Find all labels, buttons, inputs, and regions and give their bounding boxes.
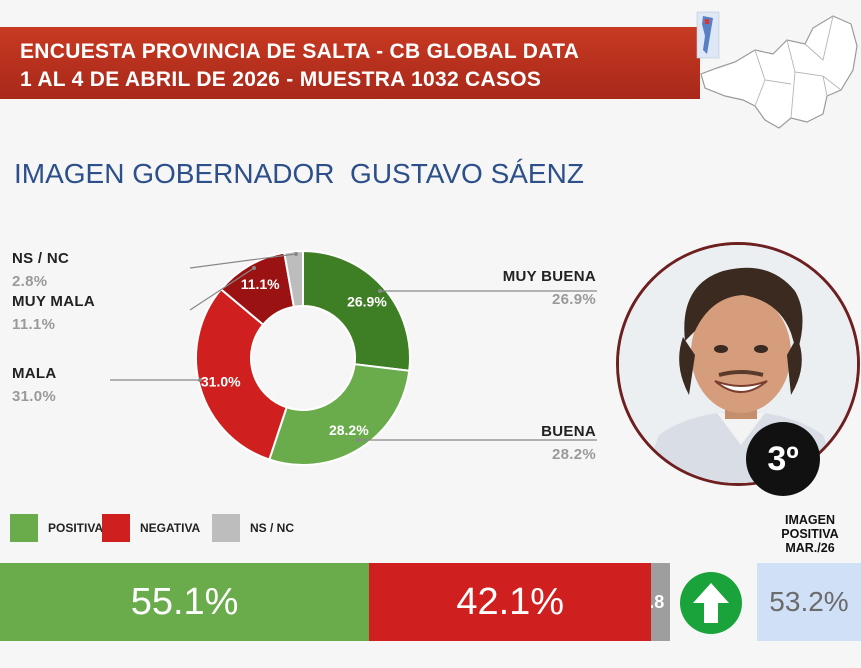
previous-label: IMAGEN POSITIVA MAR./26: [770, 513, 850, 555]
bar-negativa-label: 42.1%: [456, 580, 565, 623]
legend-negativa: NEGATIVA: [102, 514, 200, 542]
rank-badge: 3º: [746, 422, 820, 496]
leader-line: [189, 267, 255, 311]
label-nsnc: NS / NC: [12, 250, 70, 267]
value-muy-mala: 11.1%: [12, 316, 56, 333]
donut-slice-muy-buena: [302, 249, 411, 372]
legend-nsnc: NS / NC: [212, 514, 294, 542]
label-muy-buena: MUY BUENA: [502, 268, 596, 285]
leader-dot: [294, 252, 298, 256]
arrow-up-glyph: [693, 583, 729, 623]
donut-slice-mala: [195, 287, 288, 461]
legend-positiva: POSITIVA: [10, 514, 103, 542]
value-buena: 28.2%: [551, 446, 596, 463]
label-mala: MALA: [12, 365, 57, 382]
leader-line: [189, 253, 297, 269]
header-subtitle: 1 AL 4 DE ABRIL DE 2026 - MUESTRA 1032 C…: [20, 68, 542, 91]
value-muy-buena: 26.9%: [551, 291, 596, 308]
bar-positiva-label: 55.1%: [130, 580, 239, 623]
label-muy-mala: MUY MALA: [12, 293, 95, 310]
donut-slice-ns-nc: [283, 249, 304, 308]
salta-map-icon: [696, 11, 858, 129]
leader-dot: [252, 266, 256, 270]
value-mala: 31.0%: [12, 388, 57, 405]
bar-nsnc-label: 2.8: [651, 591, 665, 612]
legend-label-nsnc: NS / NC: [250, 521, 295, 535]
donut-data-label: 28.2%: [329, 422, 369, 438]
bar-positiva: 55.1%: [0, 563, 370, 641]
previous-label-line2: POSITIVA: [781, 527, 839, 541]
donut-slice-buena: [268, 363, 411, 466]
legend-swatch-nsnc: [212, 514, 240, 542]
label-buena: BUENA: [541, 423, 596, 440]
previous-value: 53.2%: [757, 563, 861, 641]
arrow-up-icon: [680, 572, 742, 634]
bar-nsnc: 2.8: [651, 563, 670, 641]
donut-data-label: 31.0%: [201, 373, 241, 389]
value-nsnc: 2.8%: [12, 273, 48, 290]
legend-label-positiva: POSITIVA: [48, 521, 104, 535]
legend-label-negativa: NEGATIVA: [140, 521, 201, 535]
legend-swatch-negativa: [102, 514, 130, 542]
bar-negativa: 42.1%: [369, 563, 652, 641]
header-banner: ENCUESTA PROVINCIA DE SALTA - CB GLOBAL …: [0, 27, 700, 99]
previous-label-line3: MAR./26: [785, 541, 835, 555]
leader-dot: [356, 438, 360, 442]
previous-label-line1: IMAGEN: [785, 513, 835, 527]
donut-data-label: 11.1%: [241, 276, 280, 292]
governor-portrait: [616, 242, 860, 486]
page-title: IMAGEN GOBERNADOR GUSTAVO SÁENZ: [14, 158, 584, 189]
header-title: ENCUESTA PROVINCIA DE SALTA - CB GLOBAL …: [20, 40, 580, 63]
donut-data-label: 26.9%: [347, 293, 387, 309]
leader-dot: [378, 289, 382, 293]
legend-swatch-positiva: [10, 514, 38, 542]
donut-chart: 26.9% 28.2% 31.0% 11.1%: [110, 249, 597, 466]
portrait-illustration: [619, 245, 857, 483]
leader-dot: [198, 378, 202, 382]
